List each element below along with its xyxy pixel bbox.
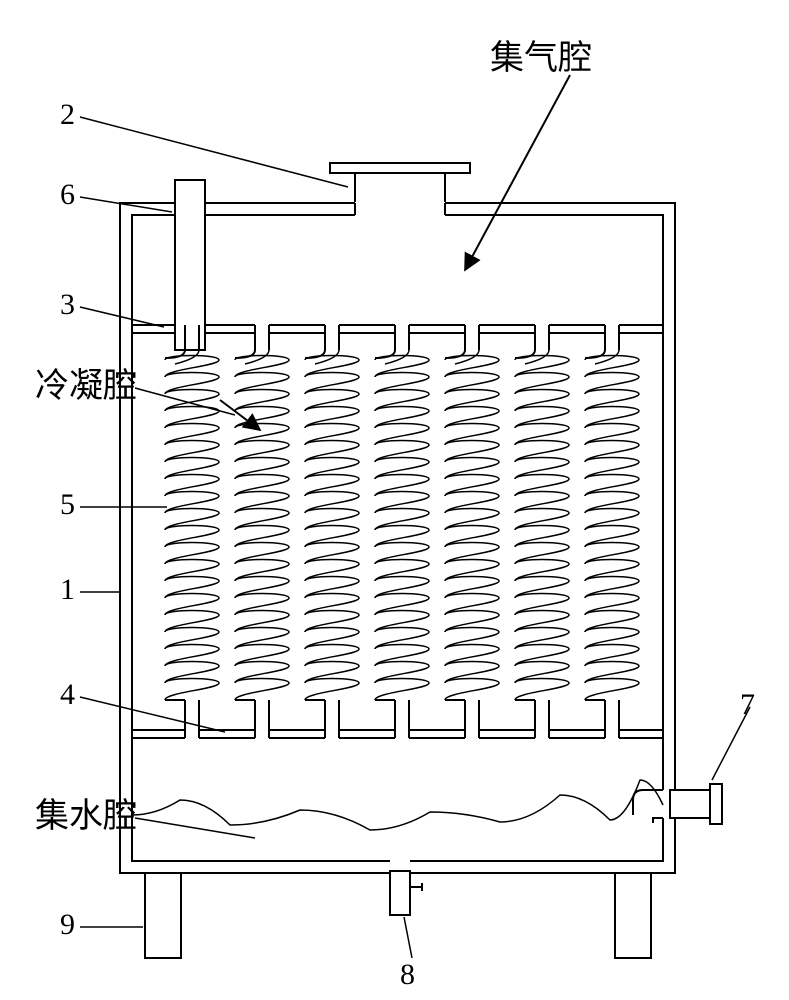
label-n4: 4 bbox=[60, 680, 75, 710]
label-n8: 8 bbox=[400, 960, 415, 990]
label-n6: 6 bbox=[60, 180, 75, 210]
label-n7: 7 bbox=[740, 690, 755, 720]
label-n1: 1 bbox=[60, 575, 75, 605]
label-n2: 2 bbox=[60, 100, 75, 130]
label-cond_chamber: 冷凝腔 bbox=[35, 370, 137, 404]
label-gas_chamber: 集气腔 bbox=[490, 42, 592, 76]
label-n5: 5 bbox=[60, 490, 75, 520]
label-water_chamber: 集水腔 bbox=[35, 800, 137, 834]
label-n9: 9 bbox=[60, 910, 75, 940]
label-n3: 3 bbox=[60, 290, 75, 320]
